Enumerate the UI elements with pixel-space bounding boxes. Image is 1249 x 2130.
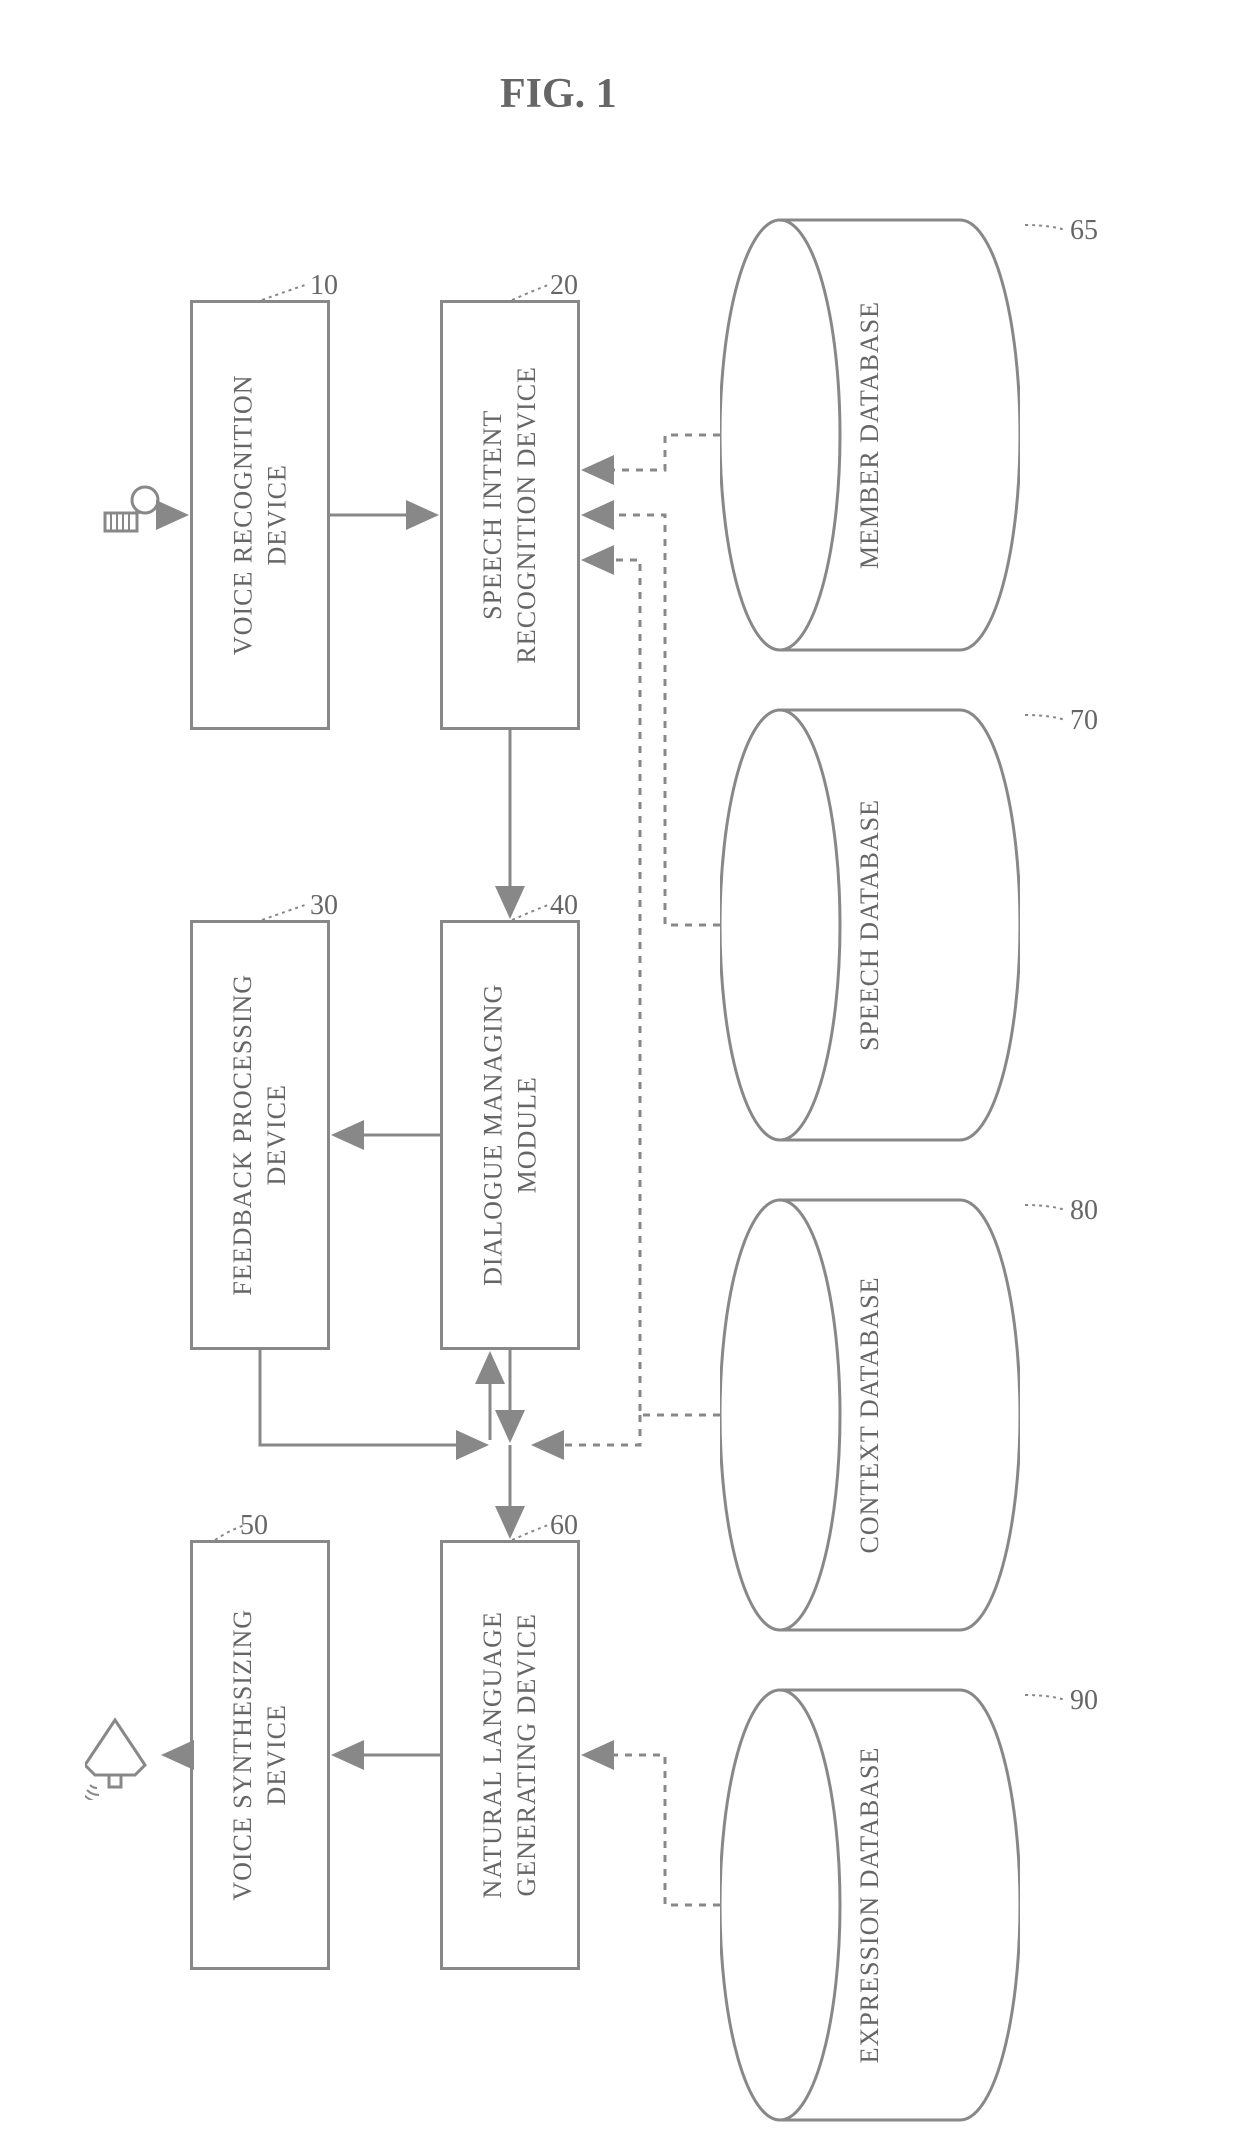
voice-recognition-num: 10 <box>310 270 338 302</box>
expression-db: EXPRESSION DATABASE <box>720 1680 1020 2130</box>
speech-intent-num: 20 <box>550 270 578 302</box>
nlg-box: NATURAL LANGUAGEGENERATING DEVICE <box>440 1540 580 1970</box>
speech-db: SPEECH DATABASE <box>720 700 1020 1150</box>
figure-title-text: FIG. 1 <box>500 71 617 117</box>
voice-synth-num: 50 <box>240 1510 268 1542</box>
context-db: CONTEXT DATABASE <box>720 1190 1020 1640</box>
member-db-num: 65 <box>1070 215 1098 247</box>
microphone-icon <box>100 485 160 555</box>
context-db-num: 80 <box>1070 1195 1098 1227</box>
feedback-num: 30 <box>310 890 338 922</box>
speech-intent-box: SPEECH INTENTRECOGNITION DEVICE <box>440 300 580 730</box>
voice-synth-label: VOICE SYNTHESIZINGDEVICE <box>226 1609 294 1901</box>
expression-db-num: 90 <box>1070 1685 1098 1717</box>
dialogue-box: DIALOGUE MANAGINGMODULE <box>440 920 580 1350</box>
voice-synth-box: VOICE SYNTHESIZINGDEVICE <box>190 1540 330 1970</box>
speaker-icon <box>85 1710 165 1800</box>
figure-title: FIG. 1 <box>500 70 617 118</box>
speech-intent-label: SPEECH INTENTRECOGNITION DEVICE <box>476 366 544 663</box>
member-db: MEMBER DATABASE <box>720 210 1020 660</box>
arrows-overlay <box>0 0 1249 2094</box>
dialogue-num: 40 <box>550 890 578 922</box>
voice-recognition-box: VOICE RECOGNITIONDEVICE <box>190 300 330 730</box>
member-db-label: MEMBER DATABASE <box>855 301 885 569</box>
dialogue-label: DIALOGUE MANAGINGMODULE <box>476 984 544 1286</box>
leader-lines <box>0 0 1249 2094</box>
expression-db-label: EXPRESSION DATABASE <box>855 1747 885 2064</box>
feedback-box: FEEDBACK PROCESSINGDEVICE <box>190 920 330 1350</box>
voice-recognition-label: VOICE RECOGNITIONDEVICE <box>226 375 294 656</box>
speech-db-label: SPEECH DATABASE <box>855 799 885 1051</box>
nlg-label: NATURAL LANGUAGEGENERATING DEVICE <box>476 1611 544 1898</box>
speech-db-num: 70 <box>1070 705 1098 737</box>
feedback-label: FEEDBACK PROCESSINGDEVICE <box>226 974 294 1296</box>
nlg-num: 60 <box>550 1510 578 1542</box>
context-db-label: CONTEXT DATABASE <box>855 1276 885 1553</box>
